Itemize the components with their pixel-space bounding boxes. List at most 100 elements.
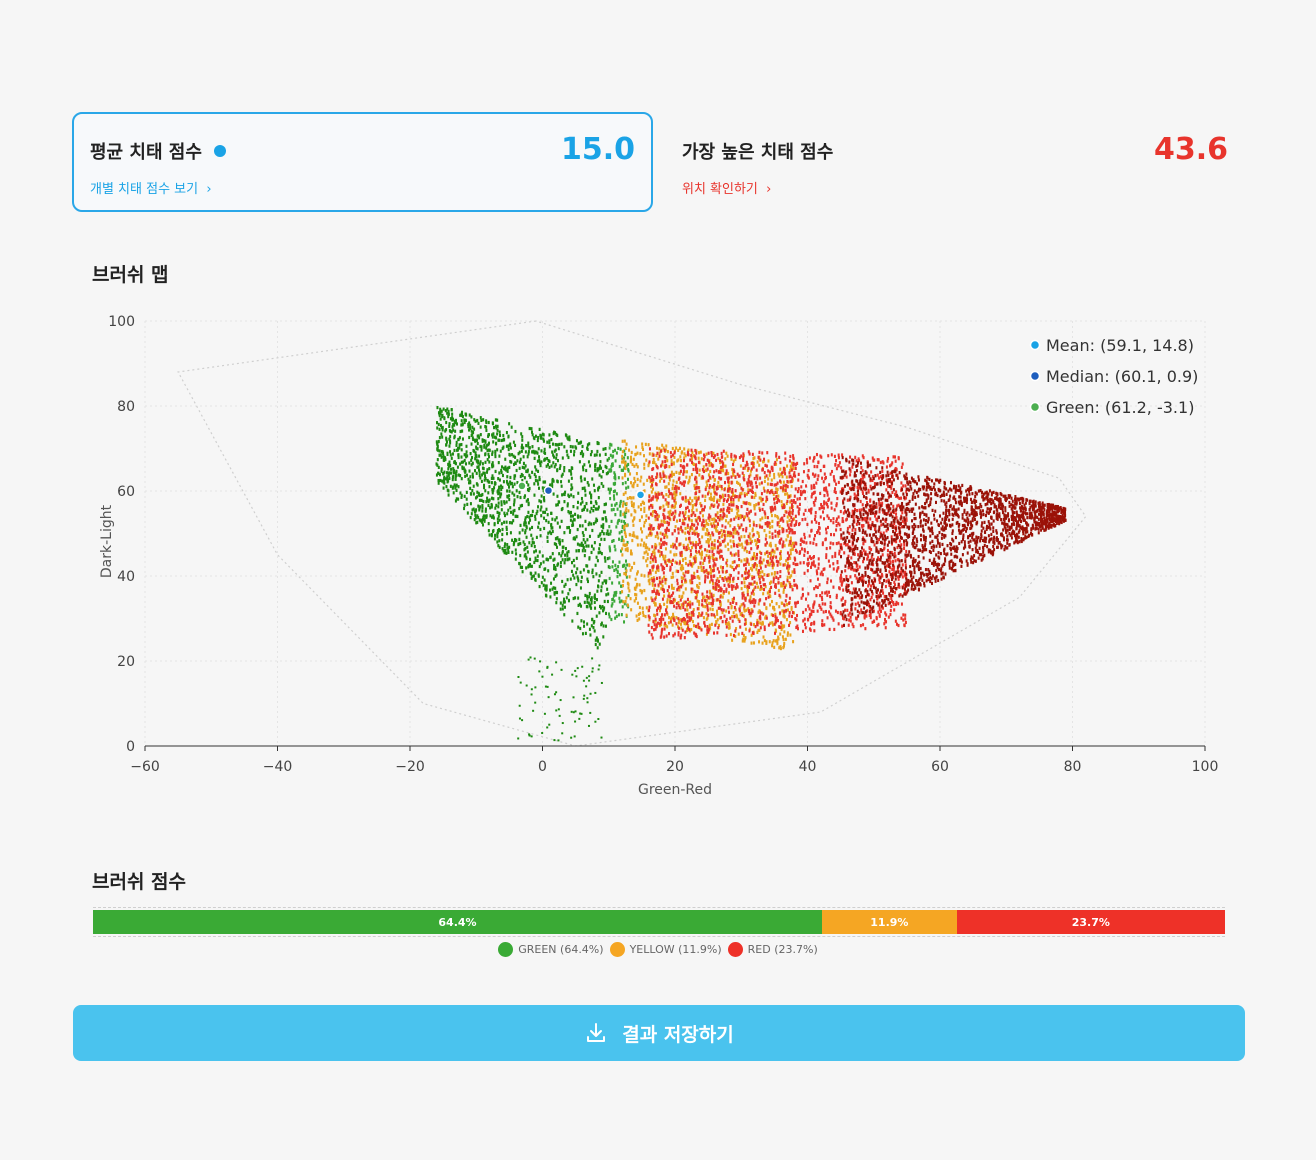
individual-score-link[interactable]: 개별 치태 점수 보기 › [90,178,212,197]
scatter-point [662,557,665,561]
scatter-point [775,494,778,499]
scatter-point [756,618,759,623]
scatter-point [858,594,861,598]
scatter-point [884,584,887,589]
scatter-point [527,563,530,568]
scatter-point [791,508,794,513]
scatter-point [609,453,612,457]
location-check-link[interactable]: 위치 확인하기 › [682,178,771,197]
scatter-point [823,502,826,506]
scatter-point [885,620,888,624]
scatter-point [866,609,869,613]
scatter-point [672,586,675,591]
scatter-point [655,446,658,450]
scatter-point [614,448,617,452]
scatter-point [586,577,589,581]
scatter-point [609,532,612,536]
scatter-point [698,468,701,472]
scatter-point [662,504,665,508]
scatter-point [448,444,451,448]
scatter-point [747,569,750,573]
scatter-point [489,514,492,518]
scatter-point [558,542,561,546]
scatter-point [460,477,463,481]
scatter-point [592,547,595,551]
scatter-point [463,503,466,507]
scatter-point [509,480,512,484]
scatter-point [624,502,627,506]
scatter-point [864,612,867,616]
scatter-point [675,446,678,450]
scatter-point [623,520,626,524]
scatter-point [709,515,712,519]
scatter-point [628,575,631,579]
scatter-point [839,579,842,583]
scatter-point [493,486,496,490]
scatter-point [436,421,439,425]
scatter-point [457,497,460,501]
scatter-point [495,503,498,507]
scatter-point [465,450,468,454]
scatter-point [463,418,466,422]
scatter-point [591,570,594,575]
scatter-point [667,594,670,598]
scatter-point [845,583,848,587]
scatter-point [779,554,782,558]
scatter-point [881,574,884,578]
scatter-point [809,541,812,545]
scatter-point [895,490,898,494]
scatter-point [743,534,746,539]
scatter-point [479,460,482,464]
scatter-point [835,467,838,471]
scatter-point [568,494,571,499]
scatter-point [524,516,527,520]
scatter-point [832,521,835,525]
scatter-point [493,435,496,439]
scatter-point [799,561,802,565]
scatter-point [671,486,674,491]
scatter-point [834,487,837,491]
scatter-point [785,529,788,533]
scatter-point [615,502,618,506]
scatter-point [775,483,778,487]
scatter-point [602,607,605,612]
scatter-point [480,479,483,484]
scatter-point [457,473,460,477]
scatter-point [443,470,446,474]
scatter-point [586,597,589,601]
scatter-point [568,511,571,515]
scatter-point [655,623,658,627]
scatter-point [746,588,749,592]
scatter-point [511,491,514,495]
scatter-point [597,551,600,555]
scatter-point [610,443,613,447]
scatter-point [501,532,504,537]
scatter-point [765,464,768,468]
scatter-point [686,615,689,619]
scatter-point [473,517,476,522]
scatter-point [486,468,489,472]
scatter-point [885,579,888,583]
scatter-point [612,539,615,543]
scatter-point [744,571,747,575]
scatter-point [762,612,765,616]
scatter-point [861,577,864,581]
scatter-point [718,543,721,547]
scatter-point [561,590,564,594]
scatter-point [741,488,744,492]
scatter-point [697,451,700,455]
scatter-point [646,552,649,556]
scatter-point [545,507,548,511]
scatter-point [787,571,790,575]
scatter-point [579,586,582,590]
scatter-point [752,641,755,645]
scatter-point [851,547,854,551]
scatter-point [836,561,839,565]
scatter-point [686,608,689,612]
scatter-point [596,449,599,454]
scatter-point [657,565,660,569]
scatter-point [706,549,709,553]
scatter-point [643,501,646,505]
scatter-point [592,504,595,509]
scatter-point [719,586,722,590]
